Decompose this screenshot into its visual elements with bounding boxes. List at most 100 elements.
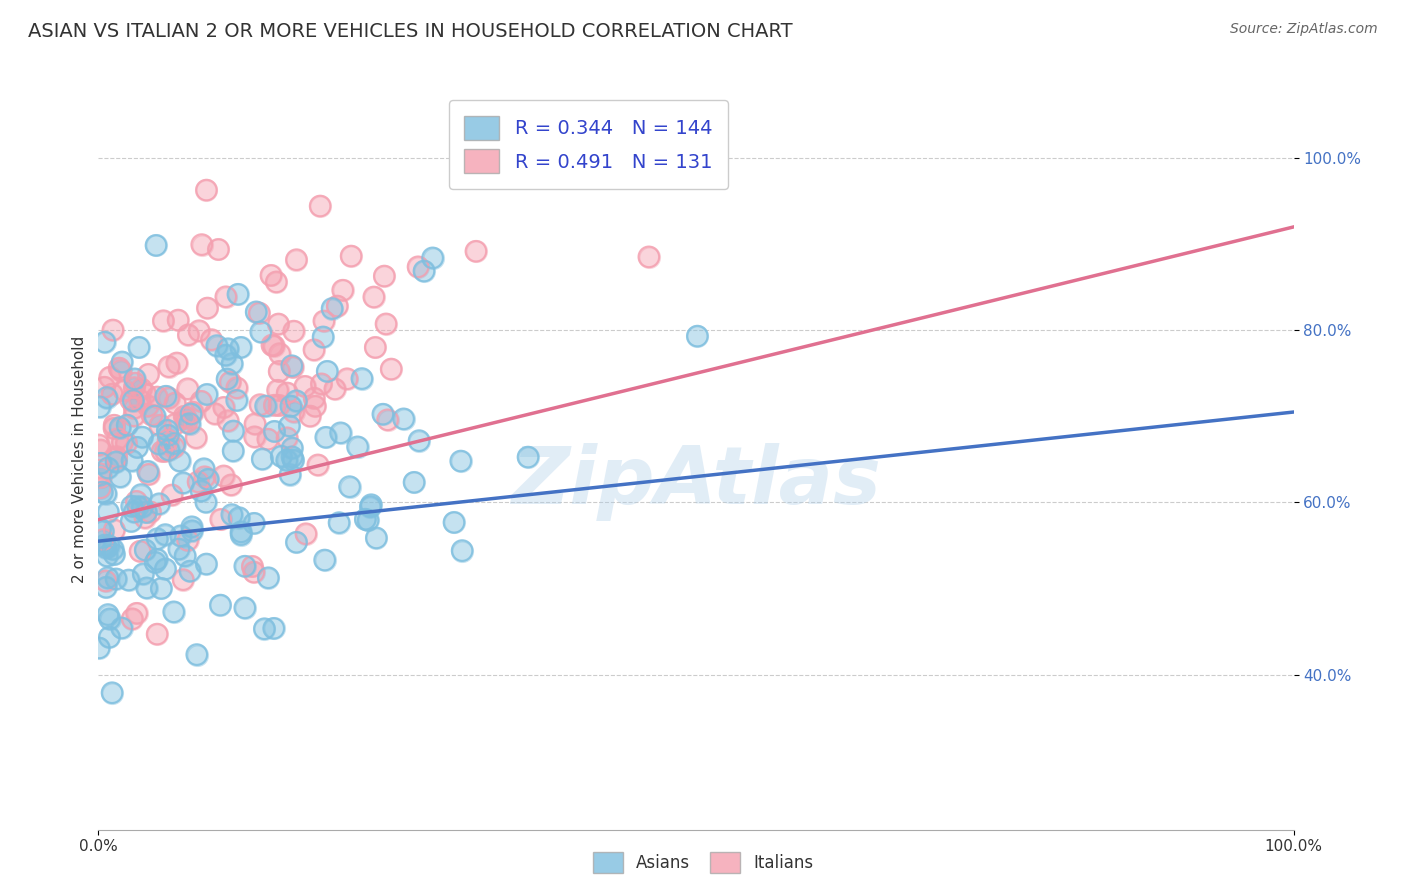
Point [108, 420, 131, 434]
Point [124, 380, 146, 394]
Point [87, 640, 110, 655]
Point [125, 607, 148, 621]
Point [233, 559, 256, 574]
Point [145, 238, 167, 252]
Point [253, 622, 276, 636]
Point [89, 400, 111, 414]
Point [96, 391, 118, 405]
Point [221, 357, 243, 371]
Point [156, 423, 179, 437]
Point [281, 450, 304, 464]
Point [256, 432, 278, 446]
Point [122, 401, 145, 415]
Point [257, 571, 280, 585]
Point [124, 376, 146, 390]
Point [101, 542, 124, 557]
Point [312, 330, 335, 344]
Point [167, 542, 190, 557]
Point [422, 251, 444, 265]
Point [101, 323, 124, 337]
Point [186, 648, 208, 662]
Point [110, 469, 132, 483]
Point [107, 432, 129, 446]
Point [312, 314, 335, 328]
Point [686, 329, 709, 343]
Point [89, 400, 111, 414]
Point [263, 425, 285, 439]
Point [285, 535, 308, 549]
Point [174, 549, 197, 563]
Point [117, 573, 139, 587]
Point [93, 380, 115, 394]
Point [307, 458, 329, 472]
Legend: Asians, Italians: Asians, Italians [586, 846, 820, 880]
Point [128, 393, 150, 408]
Point [103, 548, 125, 562]
Point [179, 564, 201, 578]
Point [146, 532, 169, 546]
Point [451, 543, 474, 558]
Point [94, 580, 117, 594]
Point [155, 527, 177, 541]
Point [179, 564, 201, 578]
Point [249, 398, 271, 412]
Point [215, 372, 238, 386]
Point [146, 627, 169, 641]
Point [90, 470, 112, 484]
Point [217, 414, 239, 428]
Point [94, 580, 117, 594]
Point [131, 382, 153, 396]
Point [233, 600, 256, 615]
Point [309, 199, 332, 213]
Point [517, 450, 540, 464]
Point [97, 461, 120, 475]
Point [267, 399, 290, 413]
Point [136, 399, 159, 413]
Point [115, 436, 138, 450]
Point [143, 409, 166, 423]
Point [93, 335, 115, 350]
Point [443, 516, 465, 530]
Point [299, 409, 322, 423]
Point [89, 442, 111, 457]
Point [169, 529, 191, 543]
Point [176, 415, 198, 429]
Point [138, 467, 160, 482]
Point [276, 386, 298, 401]
Point [94, 574, 117, 588]
Point [139, 505, 162, 519]
Point [204, 407, 226, 421]
Point [157, 428, 180, 442]
Point [245, 305, 267, 319]
Point [222, 443, 245, 458]
Point [269, 364, 291, 378]
Point [357, 513, 380, 527]
Point [363, 290, 385, 304]
Point [157, 433, 180, 447]
Point [139, 505, 162, 519]
Point [215, 372, 238, 386]
Point [260, 338, 283, 352]
Point [280, 359, 302, 373]
Point [270, 450, 292, 464]
Point [177, 327, 200, 342]
Point [110, 469, 132, 483]
Point [350, 371, 373, 385]
Point [163, 417, 186, 432]
Point [129, 544, 152, 558]
Point [104, 451, 127, 466]
Point [285, 393, 308, 408]
Point [163, 441, 186, 455]
Point [87, 438, 110, 452]
Point [98, 612, 121, 626]
Point [413, 264, 436, 278]
Point [89, 467, 111, 481]
Point [481, 158, 503, 172]
Point [209, 598, 232, 612]
Point [311, 376, 333, 391]
Point [242, 559, 264, 574]
Point [228, 510, 250, 524]
Point [87, 438, 110, 452]
Point [408, 434, 430, 448]
Point [136, 465, 159, 479]
